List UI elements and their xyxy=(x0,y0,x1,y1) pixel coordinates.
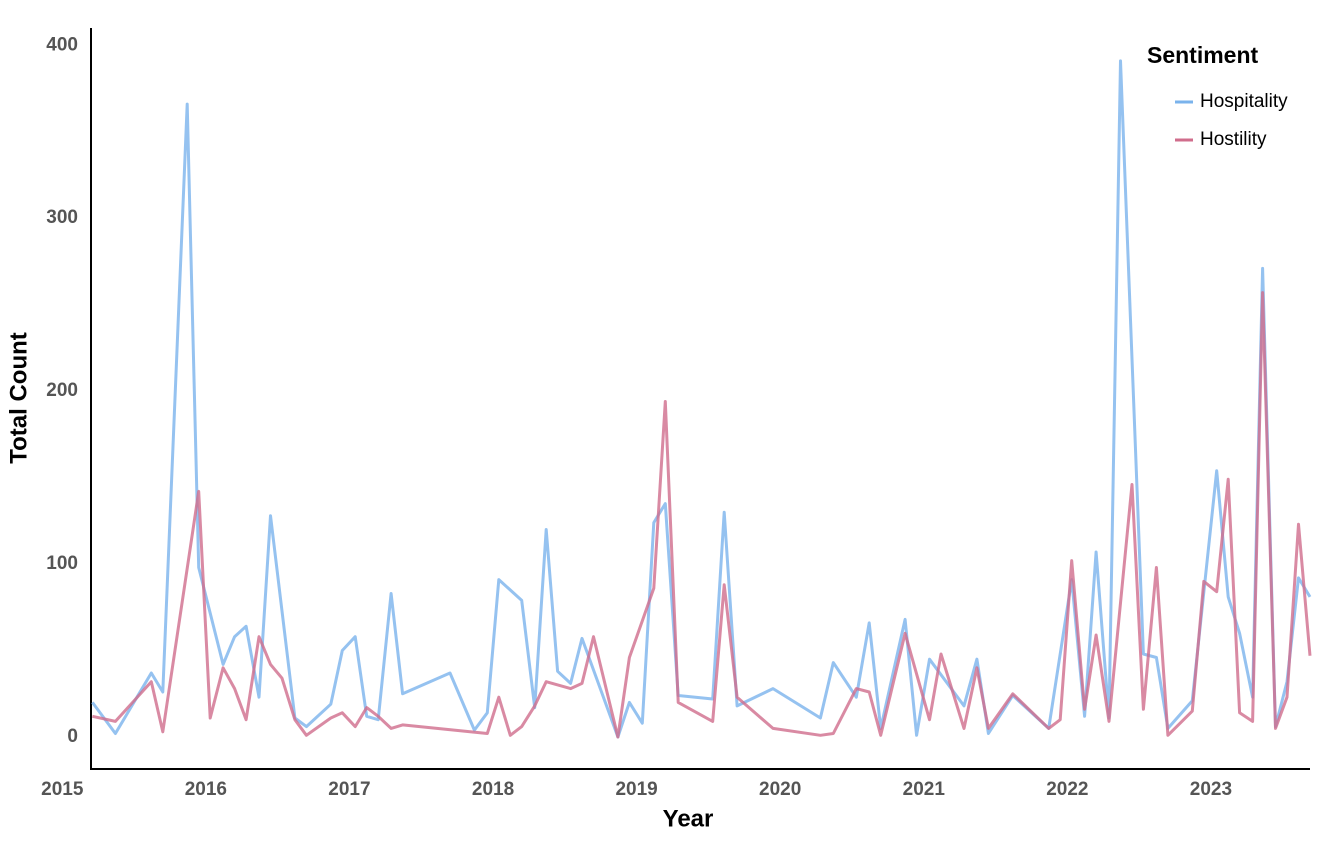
x-tick-label: 2021 xyxy=(903,779,946,800)
y-tick-label: 100 xyxy=(46,553,78,574)
x-tick-label: 2019 xyxy=(615,779,657,800)
y-axis-title: Total Count xyxy=(5,332,32,464)
y-tick-label: 300 xyxy=(46,207,78,228)
x-tick-label: 2023 xyxy=(1190,779,1232,800)
data-line xyxy=(92,291,1312,739)
y-tick-label: 200 xyxy=(46,380,78,401)
legend-label: Hospitality xyxy=(1200,91,1288,112)
data-line xyxy=(91,59,1312,739)
legend-label: Hostility xyxy=(1200,129,1267,150)
x-tick-label: 2015 xyxy=(41,779,84,800)
x-tick-label: 2016 xyxy=(185,779,227,800)
x-tick-label: 2017 xyxy=(328,779,370,800)
x-tick-label: 2018 xyxy=(472,779,514,800)
x-tick-label: 2020 xyxy=(759,779,801,800)
x-tick-label: 2022 xyxy=(1046,779,1088,800)
legend-title: Sentiment xyxy=(1147,42,1259,68)
y-tick-label: 0 xyxy=(67,726,78,747)
y-tick-label: 400 xyxy=(46,34,78,55)
x-axis-title: Year xyxy=(663,805,714,832)
